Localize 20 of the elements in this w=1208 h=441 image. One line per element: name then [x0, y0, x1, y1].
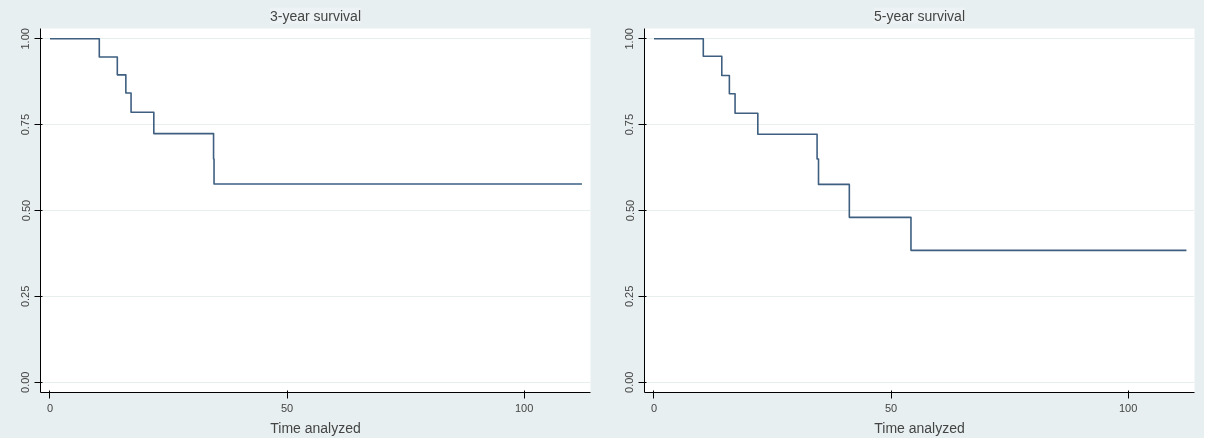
- y-tick-label: 0.25: [19, 285, 32, 308]
- x-tick-label: 0: [650, 401, 658, 414]
- y-tick-label: 0.00: [623, 371, 636, 393]
- x-axis-title: Time analyzed: [874, 419, 965, 436]
- y-tick-label: 1.00: [19, 28, 32, 50]
- chart-title: 3-year survival: [269, 7, 362, 24]
- y-tick-label: 0.75: [19, 113, 32, 136]
- y-tick-label: 0.25: [623, 285, 636, 308]
- x-tick-label: 0: [46, 401, 54, 414]
- y-tick-label: 1.00: [623, 28, 636, 50]
- x-tick-label: 100: [1118, 401, 1138, 414]
- x-axis-title: Time analyzed: [270, 419, 361, 436]
- x-tick-label: 50: [884, 401, 898, 414]
- x-tick-label: 100: [514, 401, 534, 414]
- y-tick-label: 0.75: [623, 113, 636, 136]
- chart-title: 5-year survival: [873, 7, 966, 24]
- x-tick-label: 50: [280, 401, 294, 414]
- y-tick-label: 0.50: [623, 199, 636, 222]
- y-tick-label: 0.00: [19, 371, 32, 393]
- y-tick-label: 0.50: [19, 199, 32, 222]
